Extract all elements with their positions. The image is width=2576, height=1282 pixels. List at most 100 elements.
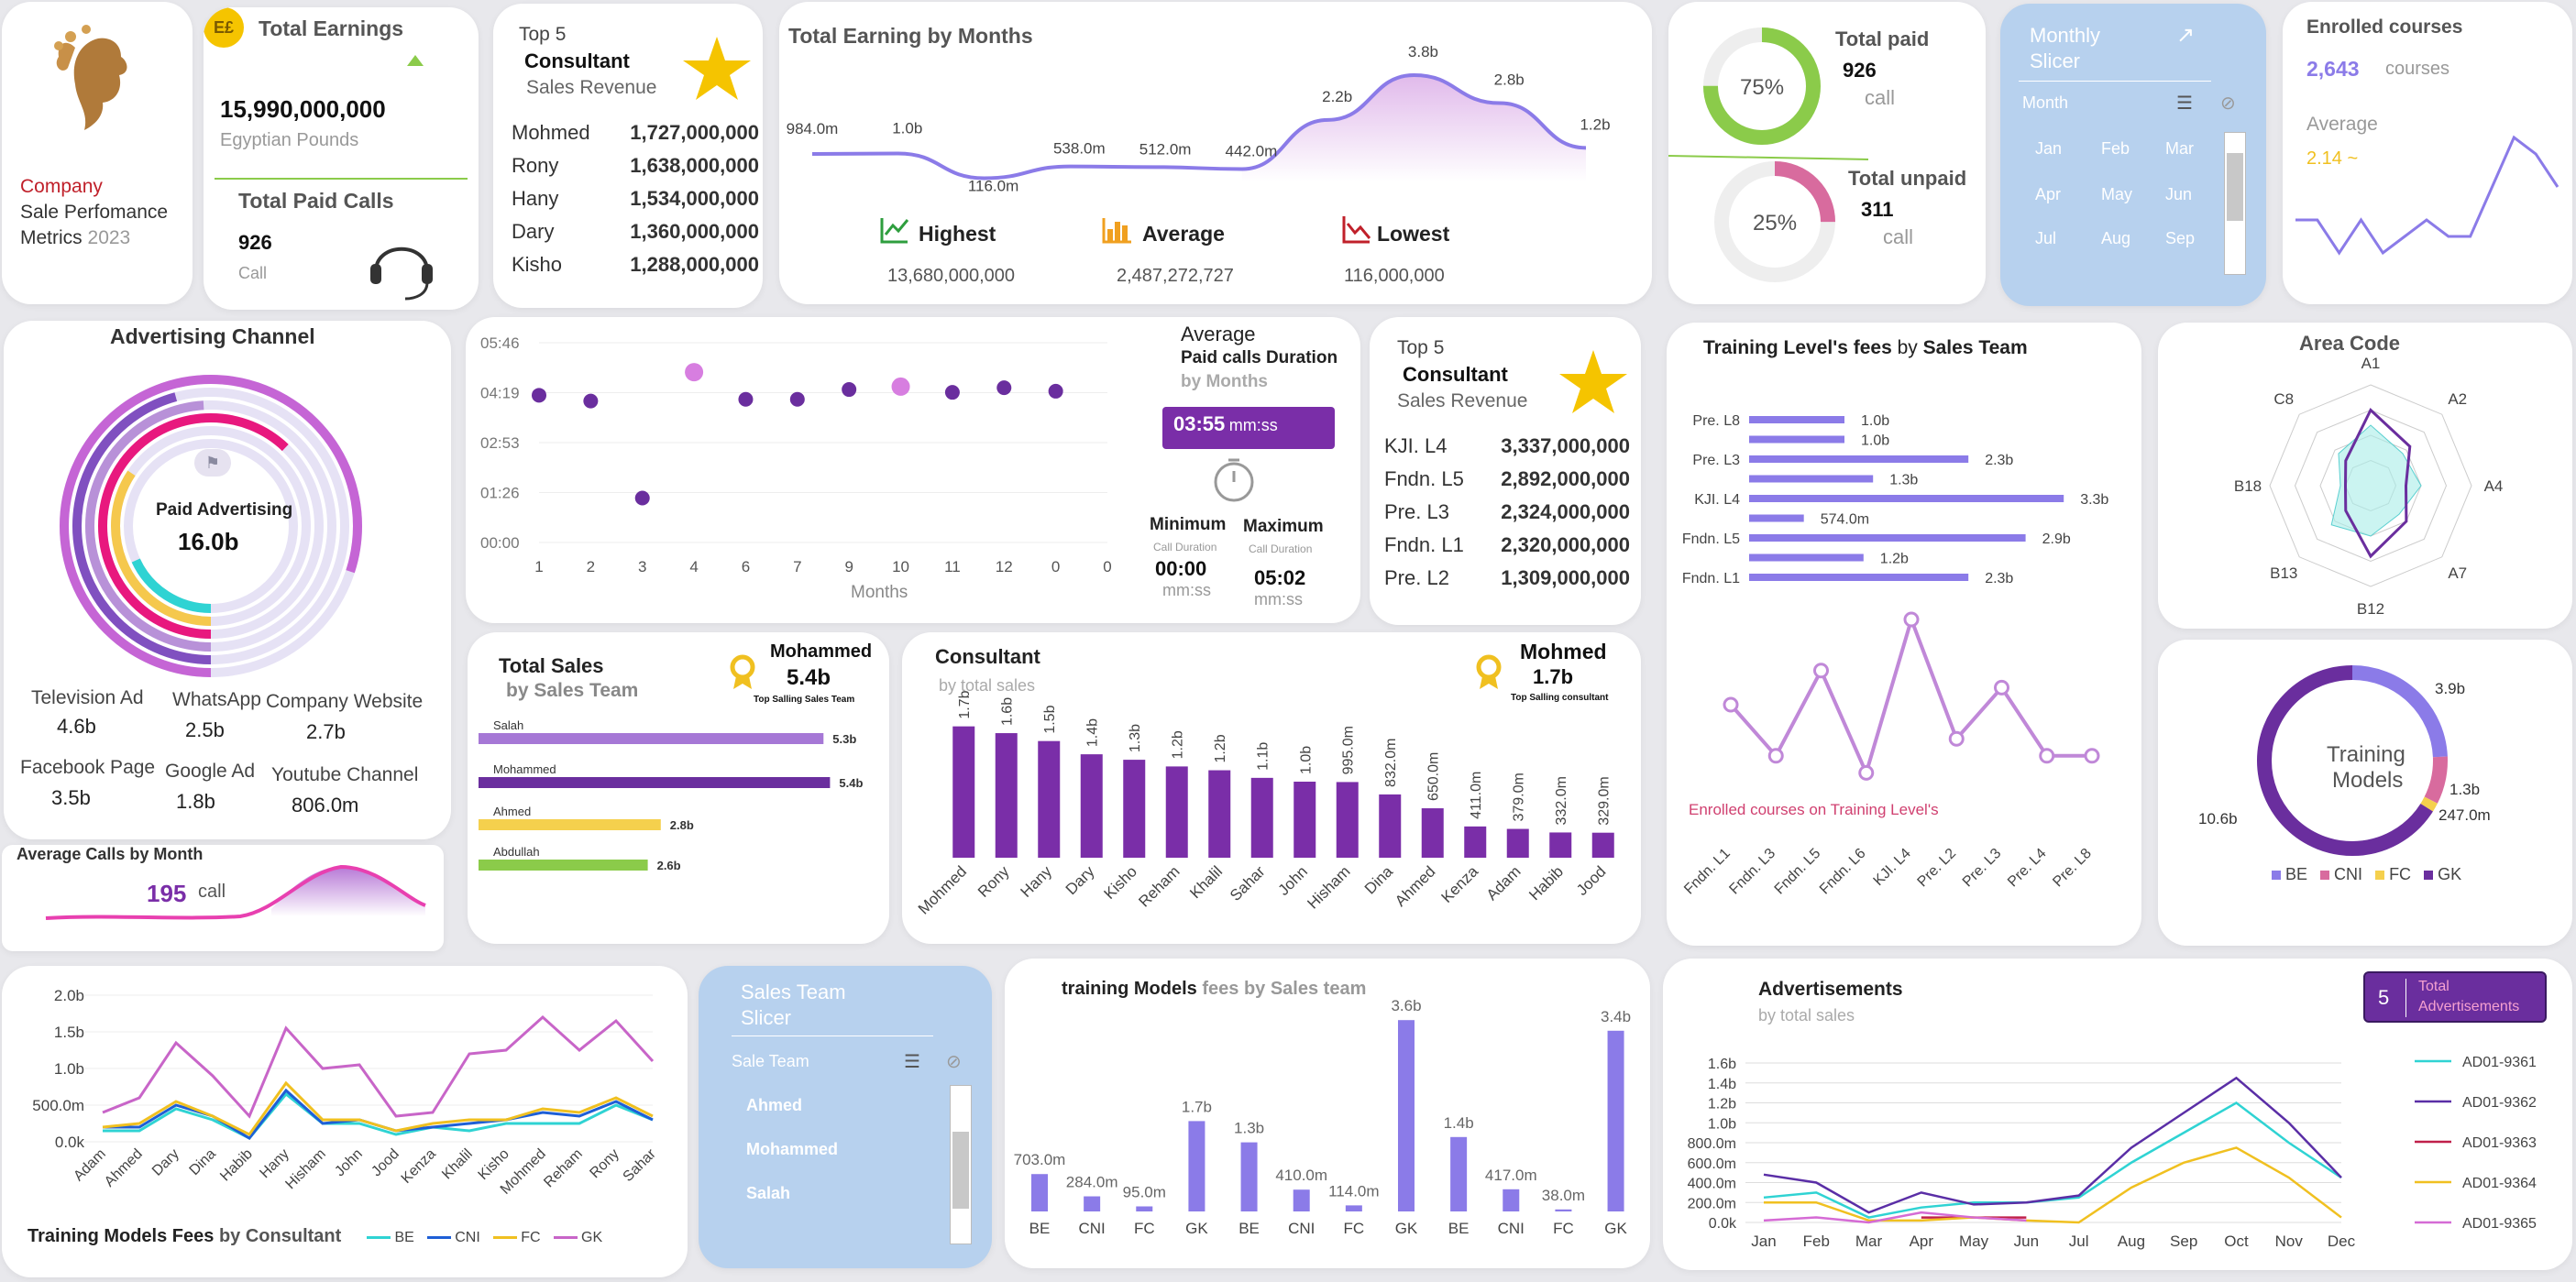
enrolled-value: 2,643	[2306, 57, 2360, 81]
clear-filter-icon[interactable]: ⊘	[2220, 93, 2236, 114]
bar-label: 410.0m	[1275, 1167, 1327, 1184]
team-slicer-scrollbar[interactable]	[950, 1085, 972, 1244]
y-tick: 1.6b	[1708, 1057, 1736, 1072]
x-tick: Sahar	[621, 1145, 660, 1185]
x-tick: Pre. L3	[1960, 846, 2005, 891]
bar	[1250, 777, 1273, 858]
paid-calls-title: Total Paid Calls	[238, 189, 394, 213]
x-tick: Rony	[974, 862, 1013, 901]
bar-label: 1.2b	[1213, 734, 1228, 762]
y-tick: 600.0m	[1688, 1156, 1736, 1172]
data-point	[1813, 663, 1829, 679]
legend-item: CNI	[426, 1230, 480, 1246]
data-label: 538.0m	[1053, 140, 1106, 158]
series-line	[1729, 613, 2092, 779]
multi-select-icon[interactable]: ☰	[904, 1052, 920, 1072]
month-item[interactable]: May	[2101, 185, 2133, 203]
y-tick: 800.0m	[1688, 1136, 1736, 1152]
data-point	[1948, 730, 1965, 747]
sales-team-slicer[interactable]: Sales Team Slicer Sale Team ☰ ⊘ Ahmed Mo…	[699, 966, 992, 1268]
bar	[479, 733, 824, 744]
paid-unpaid-card: 75% Total paid 926 call 25% Total unpaid…	[1668, 2, 1986, 304]
team-item[interactable]: Ahmed	[746, 1096, 803, 1114]
bar-label: 1.3b	[1234, 1120, 1264, 1137]
data-point	[2039, 748, 2055, 764]
x-tick: GK	[1395, 1220, 1418, 1237]
month-item[interactable]: Aug	[2101, 229, 2131, 247]
axis-label: A4	[2484, 477, 2504, 495]
series-line	[2295, 135, 2559, 256]
series-line	[1763, 1101, 2342, 1219]
data-point	[1723, 696, 1739, 713]
x-tick: Hany	[1018, 862, 1056, 901]
earning-months-title: Total Earning by Months	[788, 24, 1033, 48]
bar	[1555, 1209, 1572, 1211]
month-item[interactable]: Feb	[2101, 139, 2130, 158]
adv-item-value: 2.7b	[306, 720, 346, 743]
data-point	[2084, 748, 2100, 764]
team-item[interactable]: Mohammed	[746, 1140, 839, 1158]
data-point	[583, 393, 599, 409]
y-tick: 02:53	[480, 434, 520, 452]
avg-calls-sparkline	[45, 864, 426, 920]
bar-label: 1.6b	[1000, 697, 1016, 726]
bar-category: Mohammed	[493, 762, 556, 776]
headset-icon	[370, 247, 433, 301]
data-point	[634, 490, 650, 506]
month-item[interactable]: Jun	[2165, 185, 2193, 203]
x-tick: Kenza	[399, 1146, 439, 1187]
x-tick: John	[332, 1146, 366, 1180]
top-team-sub: Top Salling Sales Team	[754, 695, 855, 705]
up-triangle-icon	[407, 55, 424, 66]
enrolled-sparkline	[2295, 135, 2559, 256]
series-line	[103, 1091, 654, 1140]
total-ads-badge: 5 Total Advertisements	[2363, 971, 2547, 1023]
y-tick: 1.4b	[1708, 1077, 1736, 1092]
top5-sub: Sales Revenue	[526, 77, 657, 98]
top5-level-consultant: Consultant	[1403, 363, 1508, 386]
x-tick: 11	[944, 558, 961, 575]
earning-months-chart: 984.0m 1.0b 116.0m 538.0m 512.0m 442.0m 2.2b 3.…	[787, 43, 1611, 194]
bar	[1549, 832, 1572, 858]
data-label: 3.8b	[1408, 43, 1438, 60]
tm-fees-card: 2.0b 1.5b 1.0b 500.0m 0.0k Adam Ahmed Dary Dina H…	[2, 966, 688, 1277]
x-tick: Feb	[1803, 1233, 1830, 1250]
top-team-name: Mohammed	[770, 641, 873, 662]
x-tick: Fndn. L1	[1681, 846, 1734, 898]
multi-select-icon[interactable]: ☰	[2176, 93, 2193, 114]
bar	[1421, 808, 1444, 858]
x-tick: Fndn. L6	[1817, 846, 1869, 898]
series-line	[2343, 408, 2412, 559]
x-tick: GK	[1185, 1220, 1208, 1237]
ads-card: Advertisements by total sales 5 Total Ad…	[1663, 959, 2572, 1270]
max-unit: mm:ss	[1254, 590, 1303, 608]
month-item[interactable]: Jul	[2035, 229, 2057, 247]
highest-label: Highest	[919, 222, 996, 246]
team-item[interactable]: Salah	[746, 1184, 791, 1202]
month-item[interactable]: Sep	[2165, 229, 2196, 247]
x-tick: FC	[1134, 1220, 1155, 1237]
top5-level-label: Top 5	[1397, 337, 1445, 358]
month-item[interactable]: Apr	[2035, 185, 2062, 203]
slicer-scrollbar[interactable]	[2224, 132, 2246, 275]
x-tick: GK	[1604, 1220, 1627, 1237]
data-point	[944, 385, 960, 400]
x-tick: 9	[844, 558, 853, 575]
lowest-label: Lowest	[1377, 222, 1450, 246]
bar-label: 1.0b	[1298, 746, 1314, 774]
max-value: 05:02	[1254, 566, 1306, 589]
training-models-card: Training Models 3.9b 1.3b 247.0m 10.6b B…	[2158, 640, 2572, 946]
company-logo	[54, 25, 127, 130]
bar-label: 3.4b	[1601, 1008, 1631, 1025]
expand-icon[interactable]: ↗	[2176, 23, 2196, 48]
clear-filter-icon[interactable]: ⊘	[946, 1052, 962, 1072]
month-item[interactable]: Mar	[2165, 139, 2194, 158]
monthly-slicer[interactable]: Monthly Slicer ↗ Month ☰ ⊘ Jan Feb Mar A…	[2000, 4, 2266, 306]
x-tick: Dec	[2328, 1233, 2356, 1250]
x-tick: 3	[638, 558, 646, 575]
bar	[1749, 553, 1864, 562]
earnings-title: Total Earnings	[259, 16, 404, 40]
month-item[interactable]: Jan	[2035, 139, 2063, 158]
y-tick: 05:46	[480, 334, 520, 352]
adv-item-label: Company Website	[266, 691, 424, 712]
